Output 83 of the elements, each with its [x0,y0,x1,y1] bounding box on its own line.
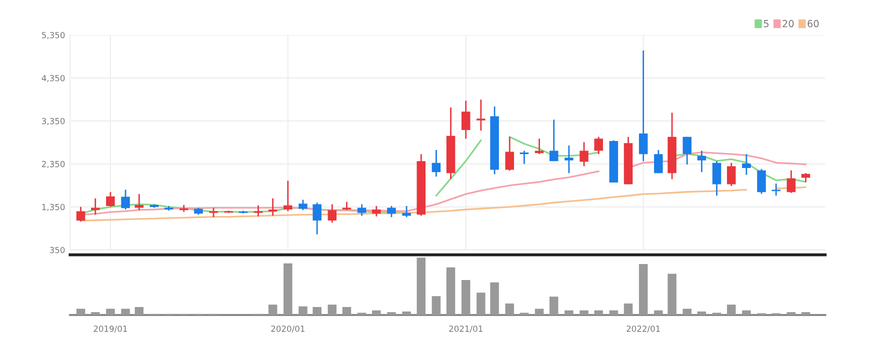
y-tick-label: 350 [50,246,65,254]
candlestick [402,205,411,218]
candlestick [534,138,544,155]
candlestick [432,149,441,178]
bar [90,312,100,315]
candlestick [580,141,588,167]
bar [490,282,499,315]
y-tick-label: 2,350 [42,160,65,168]
candlestick [594,136,603,155]
candlestick [564,144,574,174]
candlestick [654,149,663,174]
candlestick [742,153,751,176]
candlestick [476,98,486,132]
bar [654,310,663,315]
x-tick-label: 2022/01 [626,326,660,333]
candlestick [284,180,292,212]
candlestick [550,118,558,162]
candlestick [312,202,322,236]
candlestick [90,198,100,216]
bar [594,310,603,315]
bar [432,296,441,315]
legend-label: 20 [782,20,794,28]
bar [550,296,558,315]
bar [742,310,751,315]
bar [387,312,396,315]
bar [726,304,736,315]
bar [446,267,456,315]
candlestick [254,204,263,218]
legend-label: 5 [764,20,768,28]
y-tick-label: 3,350 [42,118,65,126]
candlestick [387,205,396,218]
candlestick [298,199,308,211]
x-tick-label: 2021/01 [449,326,482,333]
bar [461,280,470,315]
bar [668,274,676,315]
bar [312,306,322,315]
candlestick [786,170,796,194]
x-tick-label: 2020/01 [271,326,304,333]
candlestick [682,136,692,166]
candlestick [372,205,381,218]
bar [580,310,588,315]
candlestick [134,193,144,211]
legend-label: 60 [808,20,819,28]
bar [682,308,692,315]
bar [786,312,796,315]
candlestick [106,191,115,208]
bar [609,310,618,315]
bar [121,308,130,315]
candlestick [76,206,86,222]
candlestick [328,204,337,224]
bar [534,308,544,315]
bar [76,308,86,315]
bar [416,258,426,315]
bar [372,310,381,315]
bar [328,304,337,315]
bar [564,310,574,315]
candlestick [461,100,470,140]
bar [268,304,278,315]
bar [134,306,144,315]
bar [638,264,648,315]
bar [342,306,352,315]
y-tick-label: 4,350 [42,74,65,82]
candlestick [757,168,766,195]
y-tick-label: 5,350 [42,32,65,40]
bar [402,312,411,315]
candlestick [209,207,218,218]
bar [624,304,633,315]
candlestick [121,189,130,210]
bar [697,312,706,315]
bar [801,312,810,315]
candlestick [268,198,278,216]
x-tick-label: 2019/01 [94,326,127,333]
candlestick [697,150,706,173]
bar [284,263,292,315]
candlestick [505,136,514,172]
candlestick [712,160,722,196]
bar [298,306,308,315]
bar [106,308,115,315]
candlestick [726,162,736,187]
bar [505,304,514,315]
candlestick [357,204,366,216]
bar [476,292,486,315]
y-tick-label: 1,350 [42,204,65,212]
